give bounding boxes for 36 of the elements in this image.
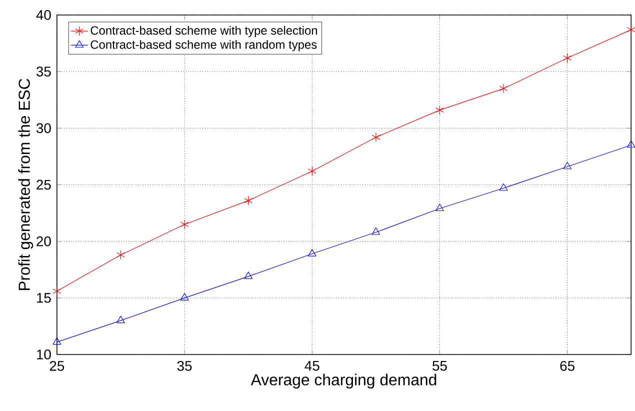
point	[436, 204, 444, 211]
point	[52, 337, 62, 344]
point	[244, 271, 253, 279]
point	[372, 227, 380, 235]
y-tick-label: 10	[36, 349, 51, 360]
point	[626, 140, 635, 148]
x-tick-label: 65	[560, 360, 574, 371]
point	[436, 105, 444, 115]
point	[116, 250, 125, 260]
point	[499, 84, 508, 94]
y-tick-label: 25	[36, 180, 51, 190]
y-tick-label: 40	[36, 10, 51, 20]
point	[626, 24, 635, 34]
point	[499, 183, 508, 190]
y-tick-label: 35	[36, 66, 51, 76]
point	[180, 292, 189, 300]
x-axis-title: Average charging demand	[250, 374, 436, 388]
point	[180, 219, 189, 229]
x-tick-label: 45	[304, 360, 320, 371]
point	[308, 166, 316, 176]
point	[52, 286, 62, 296]
point	[372, 132, 380, 142]
point	[116, 316, 125, 323]
y-tick-label: 30	[36, 123, 51, 133]
point	[563, 162, 572, 169]
point	[244, 196, 253, 206]
y-tick-label: 20	[36, 236, 51, 246]
point	[308, 248, 316, 256]
legend-label: Contract-based scheme with random types	[90, 40, 317, 51]
x-tick-label: 25	[50, 360, 64, 371]
y-tick-label: 15	[36, 292, 51, 303]
legend-label: Contract-based scheme with type selection	[90, 26, 317, 37]
y-axis-title: Profit generated from the ESC	[18, 78, 34, 290]
x-tick-label: 55	[432, 360, 447, 371]
point	[563, 53, 572, 63]
x-tick-label: 35	[177, 360, 192, 371]
